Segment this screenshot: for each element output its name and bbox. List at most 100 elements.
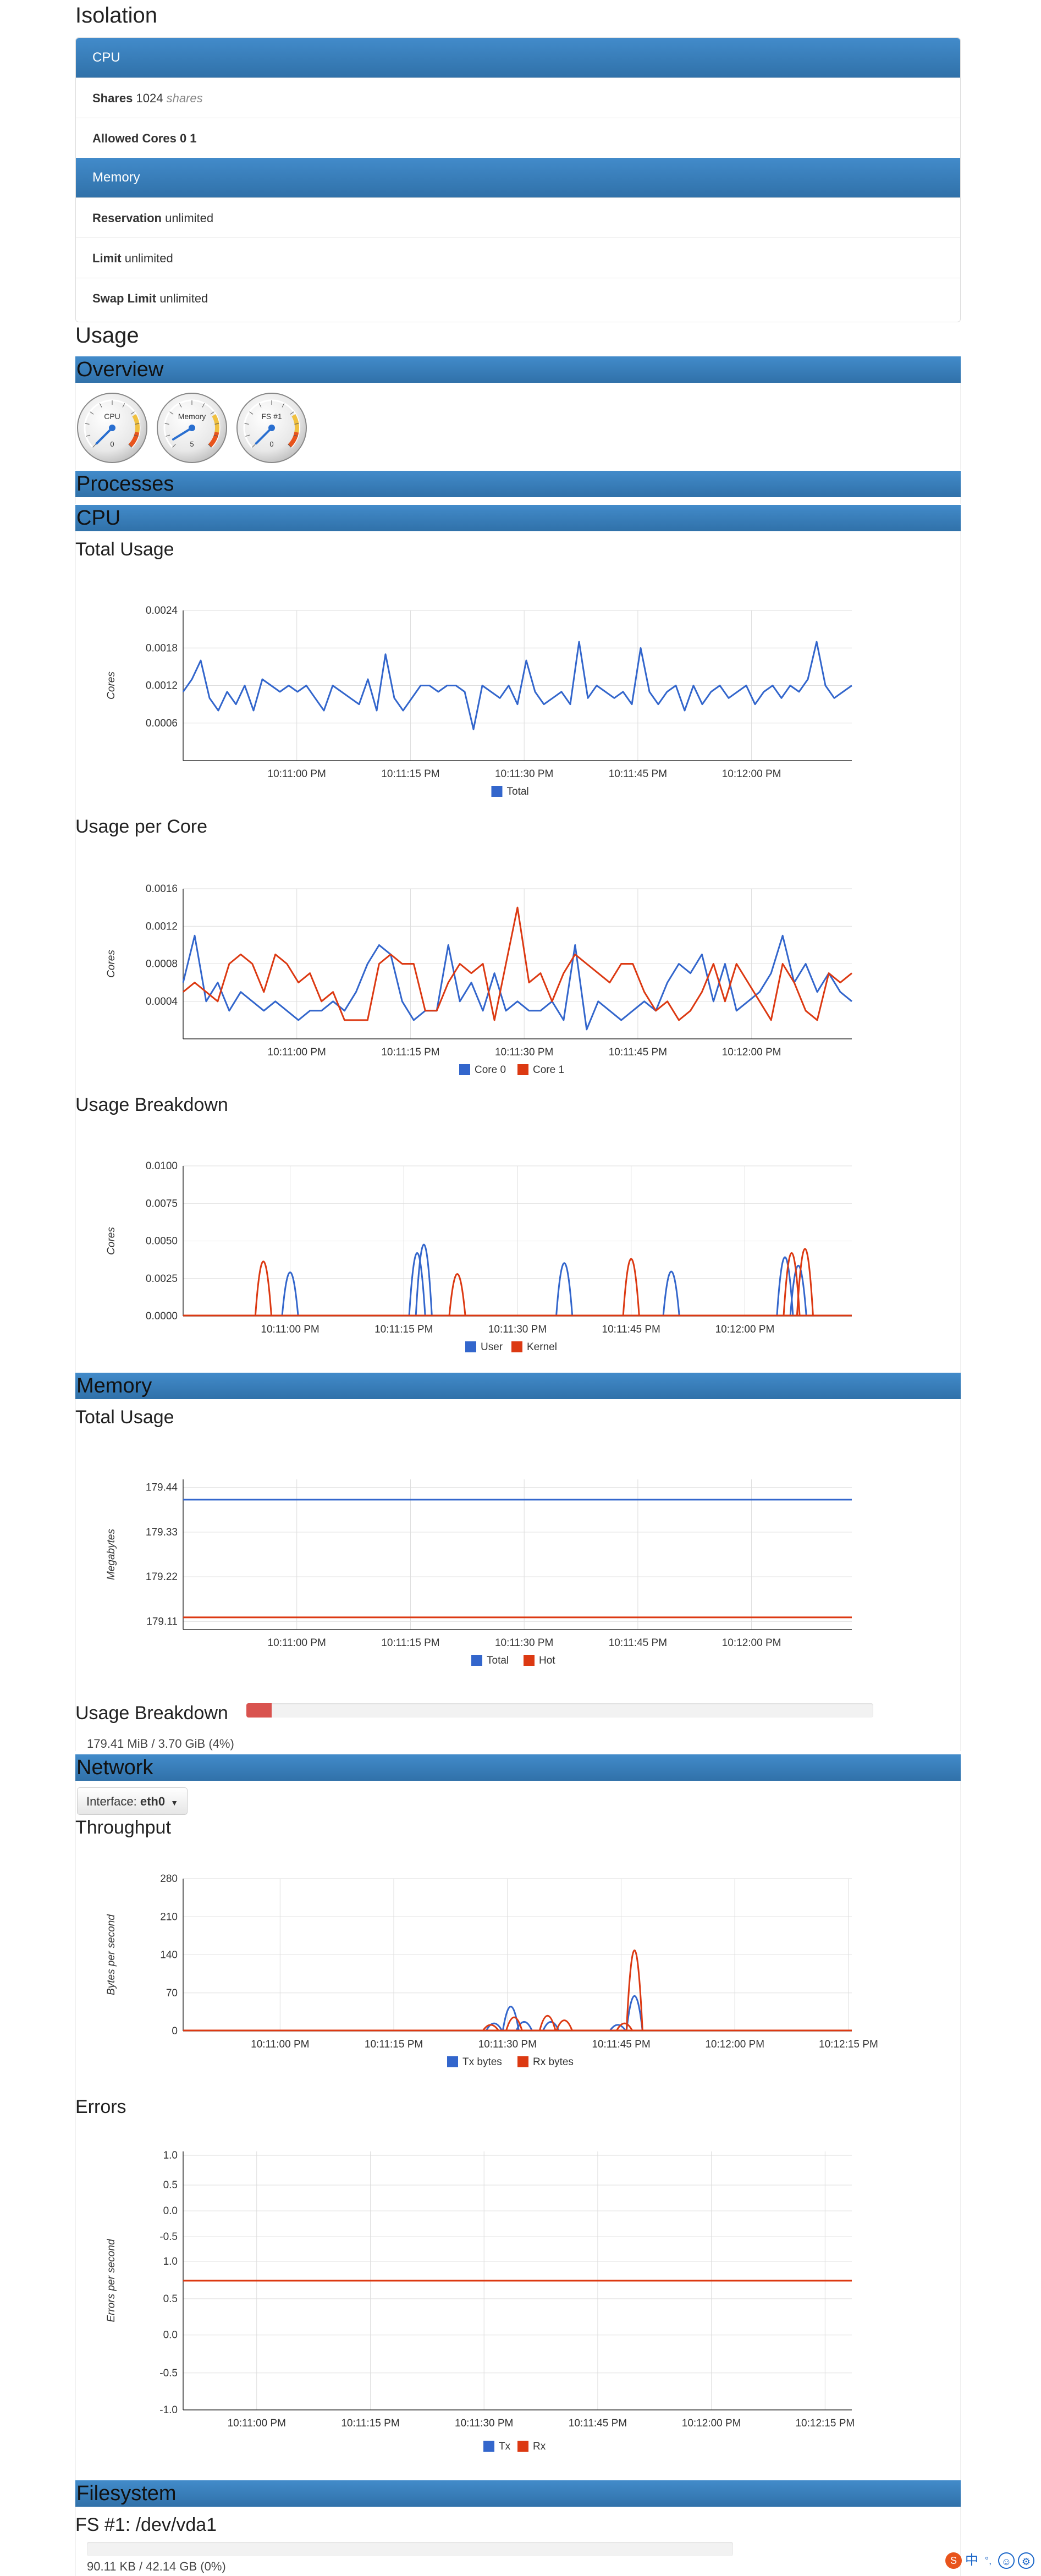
punctuation-icon[interactable]: °, [984, 2555, 992, 2566]
gauge-value: 5 [190, 440, 194, 448]
gauge-band [212, 414, 219, 433]
y-tick-label: 0.0008 [146, 959, 178, 970]
gauge-tick [90, 411, 94, 415]
x-tick-label: 10:11:15 PM [381, 1047, 439, 1058]
y-tick-label: 179.44 [146, 1482, 178, 1494]
gauge-tick [282, 403, 285, 408]
cpu-per-core-title: Usage per Core [75, 816, 208, 837]
usage-title: Usage [75, 323, 139, 348]
gauge-tick [290, 411, 294, 415]
series-line [182, 934, 852, 1031]
gauge-band [288, 432, 299, 448]
legend-label: Total [507, 786, 529, 797]
x-tick-label: 10:11:00 PM [251, 2039, 309, 2050]
legend-swatch [517, 2441, 528, 2452]
reservation-value: unlimited [165, 211, 214, 225]
gauge-2: FS #1 0 [236, 393, 307, 463]
gauge-tick [135, 423, 140, 425]
processes-bar: Processes [75, 471, 961, 497]
interface-dropdown[interactable]: Interface: eth0 ▼ [77, 1787, 188, 1815]
x-tick-label: 10:11:15 PM [381, 768, 439, 780]
gauge-hub [268, 425, 275, 431]
gauge-tick [210, 411, 214, 415]
gauge-band [132, 414, 140, 433]
interface-label: Interface: [86, 1795, 137, 1808]
cpu-header: CPU [76, 38, 960, 78]
gauge-tick [258, 403, 262, 408]
y-tick-label: 0.0004 [146, 996, 178, 1008]
x-tick-label: 10:11:00 PM [268, 1047, 326, 1058]
y-axis-label: Errors per second [106, 2238, 117, 2322]
series-spike [776, 1256, 794, 1317]
y-tick-label: 0.0025 [146, 1273, 178, 1285]
reservation-row: Reservation unlimited [76, 197, 960, 238]
series-spike [609, 2024, 627, 2032]
series-line [183, 906, 852, 1021]
fs-progress [87, 2542, 733, 2556]
sogou-icon[interactable]: S [945, 2552, 962, 2569]
gauge-tick [249, 411, 254, 415]
legend-swatch [465, 1341, 476, 1352]
memory-total-chart: 179.11 179.22 179.33 179.44 10:11:00 PM 10:11… [106, 1479, 852, 1666]
cpu-total-title: Total Usage [75, 539, 174, 560]
x-tick-label: 10:12:00 PM [722, 768, 781, 780]
y-axis-label: Cores [106, 950, 117, 978]
gauge-tick [99, 403, 102, 408]
series-spike [796, 1248, 814, 1317]
legend-label: Rx [533, 2441, 546, 2452]
x-tick-label: 10:11:45 PM [609, 1047, 667, 1058]
cpu-total-chart: 0.0006 0.0012 0.0018 0.0024 10:11:00 PM 10:11… [106, 605, 852, 797]
series-spike [625, 1995, 643, 2032]
gauge-band [208, 432, 219, 448]
legend-swatch [483, 2441, 494, 2452]
memory-breakdown-progress [246, 1703, 873, 1718]
memory-total-title: Total Usage [75, 1407, 174, 1428]
legend-label: Total [487, 1655, 509, 1666]
gauge-hub [189, 425, 195, 431]
x-tick-label: 10:12:15 PM [819, 2039, 878, 2050]
x-tick-label: 10:11:45 PM [602, 1324, 660, 1335]
series-spike [625, 1950, 643, 2032]
legend-swatch [491, 786, 503, 797]
gauge-tick [202, 403, 205, 408]
x-tick-label: 10:11:00 PM [268, 768, 326, 780]
legend-label: Tx bytes [462, 2056, 502, 2068]
gauge-tick [244, 423, 249, 425]
legend-swatch [517, 1064, 528, 1075]
gauge-tick [293, 434, 298, 437]
gauge-tick [252, 444, 256, 448]
x-tick-label: 10:11:30 PM [495, 1047, 553, 1058]
gauge-tick [164, 423, 169, 425]
cpu-section [75, 531, 961, 1375]
y-tick-label: 70 [166, 1988, 178, 1999]
legend-label: Core 1 [533, 1064, 564, 1076]
emoji-icon[interactable]: ☺ [998, 2552, 1015, 2569]
y-tick-label: 0.0016 [146, 883, 178, 895]
series-spike [662, 1270, 680, 1317]
y-tick-label: 0.0000 [146, 1311, 178, 1322]
y-tick-label: 0.0 [163, 2205, 178, 2217]
x-tick-label: 10:12:00 PM [722, 1047, 781, 1058]
fs-title: FS #1: /dev/vda1 [75, 2514, 217, 2535]
gauge-label: CPU [104, 412, 120, 421]
chinese-input-icon[interactable]: 中 [965, 2553, 978, 2568]
y-tick-label: 0.0075 [146, 1198, 178, 1209]
y-tick-label: 1.0 [163, 2150, 178, 2161]
gauge-tick [172, 444, 176, 448]
limit-row: Limit unlimited [76, 238, 960, 278]
interface-value: eth0 [140, 1795, 166, 1808]
gauge-tick [122, 403, 125, 408]
shares-label: Shares [92, 91, 133, 105]
y-tick-label: 0.5 [163, 2179, 178, 2191]
y-tick-label: 280 [160, 1873, 178, 1885]
y-tick-label: 0.0024 [146, 605, 178, 617]
legend-swatch [511, 1341, 522, 1352]
gauge-tick [213, 434, 218, 437]
y-tick-label: 140 [160, 1950, 178, 1961]
settings-icon[interactable]: ⚙ [1018, 2552, 1034, 2569]
series-spike [505, 2016, 523, 2032]
series-spike [622, 1258, 640, 1317]
gauge-dial: Memory 5 [163, 399, 221, 448]
gauge-band [128, 432, 140, 448]
gauge-needle [255, 427, 273, 445]
